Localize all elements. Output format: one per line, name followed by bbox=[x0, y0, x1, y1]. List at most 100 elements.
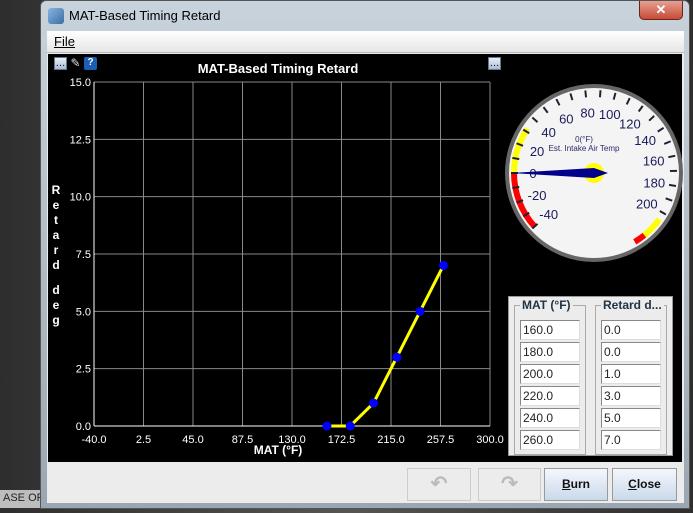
background-window-fragment: ASE OF bbox=[0, 490, 45, 508]
burn-button[interactable]: Burn bbox=[544, 468, 608, 501]
gauge-label: -20 bbox=[528, 188, 547, 203]
mat-cell[interactable]: 200.0 bbox=[520, 364, 580, 384]
y-tick-label: 5.0 bbox=[76, 306, 91, 318]
close-button[interactable]: Close bbox=[612, 468, 677, 501]
mat-cell[interactable]: 240.0 bbox=[520, 408, 580, 428]
retard-chart: MAT-Based Timing Retard -40.0 2.5 45.0 87.5 1… bbox=[52, 61, 504, 457]
gauge-label: 40 bbox=[541, 125, 555, 140]
gauge-tick bbox=[516, 199, 524, 204]
gauge-label: 60 bbox=[559, 112, 573, 127]
mat-cell[interactable]: 260.0 bbox=[520, 430, 580, 450]
x-tick-label: -40.0 bbox=[81, 434, 106, 446]
gauge-tick bbox=[555, 98, 561, 106]
y-tick-label: 10.0 bbox=[70, 192, 91, 204]
window-close-button[interactable]: ✕ bbox=[639, 1, 683, 20]
curve-point bbox=[322, 421, 332, 431]
x-tick-label: 45.0 bbox=[182, 434, 203, 446]
gauge-hot-danger-band bbox=[633, 232, 647, 245]
curve-point bbox=[369, 398, 379, 408]
mat-cell[interactable]: 180.0 bbox=[520, 342, 580, 362]
gauge-tick bbox=[542, 106, 549, 114]
gauge-tick bbox=[665, 197, 673, 202]
help-icon[interactable]: ? bbox=[84, 57, 97, 70]
gauge-label: 80 bbox=[580, 105, 594, 120]
gauge-value: 0(°F) bbox=[575, 135, 593, 144]
menu-bar: File bbox=[47, 31, 684, 53]
gauge-tick bbox=[512, 156, 520, 161]
dialog-window: MAT-Based Timing Retard ✕ File MAT-Based… bbox=[40, 0, 690, 509]
title-bar[interactable]: MAT-Based Timing Retard ✕ bbox=[41, 1, 689, 31]
gauge-label: 180 bbox=[643, 176, 665, 191]
retard-cell[interactable]: 1.0 bbox=[601, 364, 661, 384]
x-tick-label: 257.5 bbox=[427, 434, 455, 446]
gauge-options-icon[interactable]: … bbox=[488, 57, 501, 70]
mat-column: MAT (°F) 160.0 180.0 200.0 220.0 240.0 2… bbox=[514, 298, 586, 455]
retard-cell[interactable]: 0.0 bbox=[601, 320, 661, 340]
gauge-tick bbox=[648, 115, 655, 122]
mat-cell[interactable]: 160.0 bbox=[520, 320, 580, 340]
redo-button[interactable]: ↷ bbox=[478, 468, 541, 501]
gauge-tick bbox=[522, 211, 530, 218]
burn-mnemonic: B bbox=[561, 477, 571, 491]
gauge-tick bbox=[612, 92, 617, 100]
gauge-tick bbox=[531, 223, 539, 230]
undo-button[interactable]: ↶ bbox=[407, 468, 471, 501]
gauge-hot-warn-band bbox=[642, 217, 662, 238]
gauge-label: 20 bbox=[530, 144, 544, 159]
mat-cell[interactable]: 220.0 bbox=[520, 386, 580, 406]
gauge-label: 140 bbox=[634, 133, 656, 148]
chart-toolbar: … ✎ ? bbox=[54, 57, 97, 70]
curve-point bbox=[438, 260, 448, 270]
burn-label: urn bbox=[570, 477, 590, 491]
x-tick-label: 130.0 bbox=[278, 434, 306, 446]
menu-file[interactable]: File bbox=[54, 34, 75, 49]
options-icon[interactable]: … bbox=[54, 57, 67, 70]
y-tick-label: 7.5 bbox=[76, 249, 91, 261]
gauge-tick bbox=[657, 126, 665, 133]
intake-air-temp-gauge: -40-200204060801001201401601802000(°F)Es… bbox=[505, 84, 683, 262]
x-tick-label: 300.0 bbox=[476, 434, 504, 446]
retard-cell[interactable]: 7.0 bbox=[601, 430, 661, 450]
gauge-tick bbox=[584, 90, 588, 98]
curve-point bbox=[415, 306, 425, 316]
gauge-tick bbox=[598, 90, 602, 98]
curve-point bbox=[392, 352, 402, 362]
gauge-label: 120 bbox=[619, 117, 641, 132]
gauge-label: 100 bbox=[599, 107, 621, 122]
x-axis-label: MAT (°F) bbox=[254, 443, 303, 457]
gauge-label: -40 bbox=[539, 207, 558, 222]
retard-column: Retard d... 0.0 0.0 1.0 3.0 5.0 7.0 bbox=[595, 298, 667, 455]
chart-title: MAT-Based Timing Retard bbox=[198, 61, 359, 76]
retard-column-header: Retard d... bbox=[601, 298, 664, 312]
curve-panel: MAT-Based Timing Retard -40.0 2.5 45.0 87.5 1… bbox=[48, 54, 683, 462]
retard-cell[interactable]: 5.0 bbox=[601, 408, 661, 428]
retard-cell[interactable]: 3.0 bbox=[601, 386, 661, 406]
client-area: File MAT-Based Timing Retard -40.0 2.5 45.0… bbox=[47, 31, 684, 503]
gauge-tick bbox=[625, 97, 631, 105]
window-title: MAT-Based Timing Retard bbox=[69, 8, 221, 23]
gauge-tick bbox=[668, 154, 676, 159]
gauge-tick bbox=[522, 128, 530, 135]
gauge-label: 160 bbox=[643, 153, 665, 168]
y-tick-label: 0.0 bbox=[76, 421, 91, 433]
retard-cell[interactable]: 0.0 bbox=[601, 342, 661, 362]
curve-line bbox=[326, 264, 445, 428]
x-tick-label: 215.0 bbox=[377, 434, 405, 446]
gauge-tick bbox=[516, 142, 524, 147]
mat-column-header: MAT (°F) bbox=[520, 298, 573, 312]
gauge-tick bbox=[637, 105, 644, 113]
gauge-tick bbox=[659, 210, 667, 216]
gauge-needle bbox=[511, 168, 608, 178]
gauge-label: 200 bbox=[636, 197, 658, 212]
gauge-tick bbox=[569, 93, 574, 101]
gauge-tick bbox=[531, 116, 539, 123]
x-tick-label: 172.5 bbox=[328, 434, 356, 446]
y-tick-label: 12.5 bbox=[70, 134, 91, 146]
y-tick-label: 2.5 bbox=[76, 364, 91, 376]
gauge-tick bbox=[512, 185, 520, 190]
edit-icon[interactable]: ✎ bbox=[70, 56, 81, 70]
curve-table: MAT (°F) 160.0 180.0 200.0 220.0 240.0 2… bbox=[508, 296, 673, 456]
app-icon bbox=[48, 8, 64, 24]
curve-point bbox=[345, 421, 355, 431]
